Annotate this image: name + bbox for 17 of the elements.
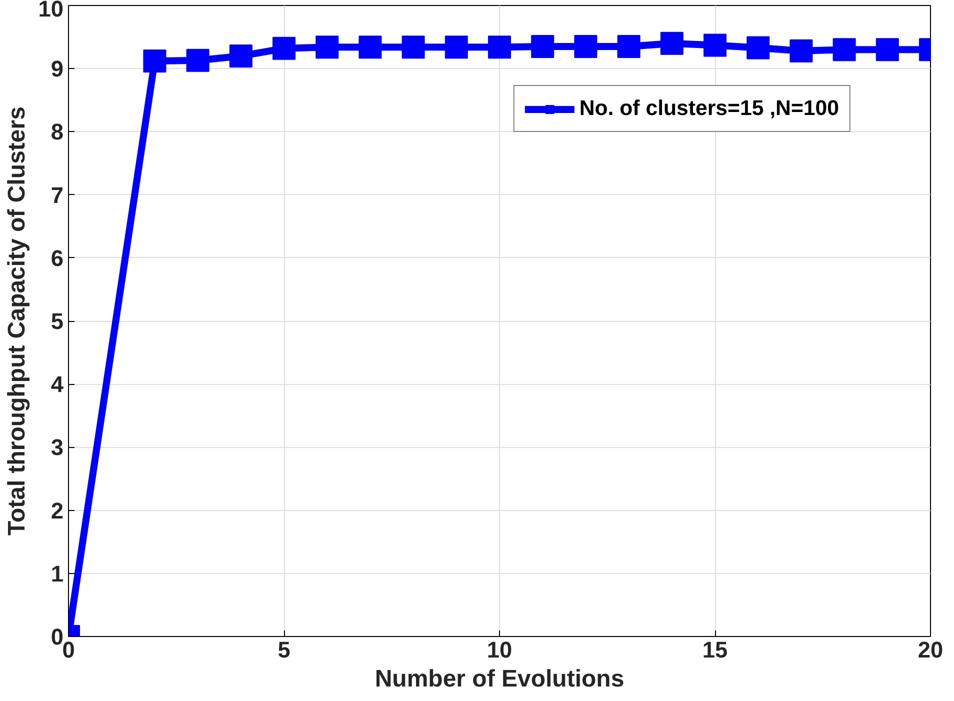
y-axis-title: Total throughput Capacity of Clusters	[3, 106, 30, 536]
x-axis-title: Number of Evolutions	[374, 666, 624, 692]
y-tick-label: 5	[50, 308, 64, 334]
y-tick-label: 4	[50, 371, 64, 398]
y-tick-label: 2	[50, 497, 64, 524]
y-tick-label: 3	[50, 434, 64, 460]
y-tick-label: 6	[50, 244, 64, 271]
y-tick-label: 8	[50, 118, 64, 145]
y-tick-label: 7	[50, 182, 64, 208]
x-tick-label: 5	[278, 636, 290, 662]
y-tick-label: 1	[50, 560, 64, 586]
legend-label: No. of clusters=15 ,N=100	[579, 96, 839, 121]
x-tick-label: 20	[918, 636, 944, 662]
y-tick-label: 10	[38, 0, 64, 22]
x-tick-label: 10	[486, 636, 512, 662]
y-tick-label: 9	[50, 56, 64, 82]
x-tick-label: 15	[702, 636, 728, 662]
